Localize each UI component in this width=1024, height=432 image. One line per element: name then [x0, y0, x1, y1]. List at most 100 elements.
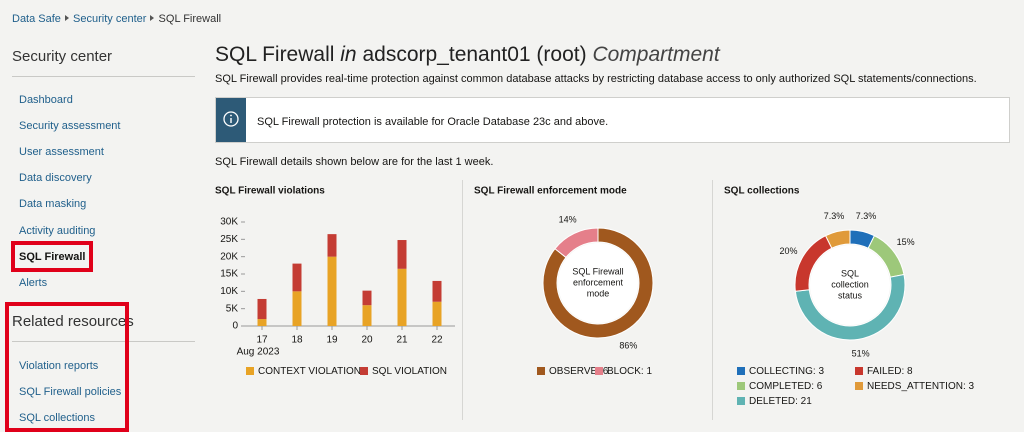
breadcrumb-link[interactable]: Data Safe [12, 13, 61, 26]
sidebar-title: Security center [12, 48, 113, 65]
chart-title: SQL Firewall enforcement mode [474, 186, 627, 197]
nav-link[interactable]: Security assessment [19, 120, 121, 133]
breadcrumb-link[interactable]: Security center [73, 13, 147, 26]
center-label: status [838, 290, 863, 300]
bar [327, 256, 337, 326]
nav-link[interactable]: Data discovery [19, 172, 92, 185]
divider [712, 180, 713, 420]
center-label: SQL Firewall [572, 266, 623, 276]
period-note: SQL Firewall details shown below are for… [215, 156, 494, 168]
nav-link[interactable]: Violation reports [19, 360, 99, 372]
y-tick-label: 5K [226, 303, 239, 314]
title-text: SQL Firewall [215, 43, 335, 66]
title-text: Compartment [592, 43, 720, 66]
nav-link[interactable]: Activity auditing [19, 224, 96, 237]
chart-title: SQL collections [724, 186, 800, 197]
bar [432, 301, 442, 326]
donut-center [558, 243, 638, 323]
nav-link[interactable]: Alerts [19, 276, 48, 289]
y-tick-label: 30K [220, 217, 238, 228]
legend-label: OBSERVE: 6 [549, 366, 609, 377]
highlight-box [11, 241, 93, 272]
value-label: 20% [779, 246, 797, 256]
legend-swatch [360, 367, 368, 375]
nav-link[interactable]: Dashboard [19, 94, 73, 106]
value-label: 7.3% [856, 211, 877, 221]
divider [12, 341, 195, 342]
bar [362, 290, 372, 306]
value-label: 14% [559, 214, 577, 224]
legend-swatch [246, 367, 254, 375]
nav-link[interactable]: SQL Firewall policies [19, 386, 122, 398]
legend-swatch [855, 382, 863, 390]
donut-segment [794, 273, 906, 341]
chart-title: SQL Firewall violations [215, 186, 325, 197]
info-text: SQL Firewall protection is available for… [257, 116, 609, 128]
x-axis-label: Aug 2023 [237, 347, 280, 358]
bar [257, 298, 267, 320]
y-tick-label: 10K [220, 286, 238, 297]
bar [397, 240, 407, 269]
legend-label: DELETED: 21 [749, 396, 812, 407]
donut-segment [554, 227, 599, 259]
legend-label: NEEDS_ATTENTION: 3 [867, 381, 974, 392]
nav-link[interactable]: SQL collections [19, 412, 96, 424]
nav-link[interactable]: SQL Firewall [19, 250, 86, 263]
info-banner: SQL Firewall protection is available for… [215, 97, 1010, 143]
legend-label: SQL VIOLATION [372, 366, 447, 377]
value-label: 15% [897, 237, 915, 247]
x-tick-label: 22 [431, 335, 443, 346]
divider [12, 76, 195, 77]
y-tick-label: 15K [220, 269, 238, 280]
donut-segment [794, 235, 833, 292]
legend-swatch [537, 367, 545, 375]
nav-link[interactable]: User assessment [19, 146, 104, 159]
center-label: mode [587, 288, 610, 298]
legend-label: FAILED: 8 [867, 366, 913, 377]
divider [462, 180, 463, 420]
y-tick-label: 25K [220, 234, 238, 245]
x-tick-label: 20 [361, 335, 373, 346]
x-tick-label: 17 [256, 335, 268, 346]
donut-segment [867, 235, 905, 278]
legend-label: CONTEXT VIOLATION [258, 366, 361, 377]
info-icon [223, 111, 239, 127]
value-label: 51% [852, 349, 870, 359]
bar [292, 263, 302, 292]
donut-segment [849, 229, 876, 249]
y-tick-label: 0 [232, 321, 238, 332]
donut-segment [824, 229, 851, 249]
y-tick-label: 20K [220, 251, 238, 262]
title-text: adscorp_tenant01 (root) [362, 43, 587, 66]
x-tick-label: 19 [326, 335, 338, 346]
value-label: 7.3% [824, 211, 845, 221]
info-strip [216, 98, 246, 142]
related-title: Related resources [12, 313, 134, 330]
legend-label: COMPLETED: 6 [749, 381, 823, 392]
separator [150, 15, 155, 21]
donut-center [810, 245, 890, 325]
legend-swatch [737, 382, 745, 390]
breadcrumb: Data Safe Security center SQL Firewall [12, 13, 221, 25]
page-title: SQL Firewall in adscorp_tenant01 (root) … [215, 43, 720, 67]
legend-swatch [855, 367, 863, 375]
legend-swatch [737, 397, 745, 405]
nav-link[interactable]: Data masking [19, 198, 87, 211]
breadcrumb-current: SQL Firewall [158, 13, 222, 26]
description: SQL Firewall provides real-time protecti… [215, 73, 977, 85]
bar [362, 305, 372, 326]
legend-swatch [737, 367, 745, 375]
x-tick-label: 18 [291, 335, 303, 346]
center-label: enforcement [573, 277, 624, 287]
title-text: in [340, 43, 357, 66]
bar [327, 234, 337, 257]
legend-label: COLLECTING: 3 [749, 366, 824, 377]
bar [432, 280, 442, 302]
x-tick-label: 21 [396, 335, 408, 346]
separator [64, 15, 69, 21]
center-label: collection [831, 279, 869, 289]
bar [397, 268, 407, 326]
bar [257, 319, 267, 326]
center-label: SQL [841, 268, 859, 278]
